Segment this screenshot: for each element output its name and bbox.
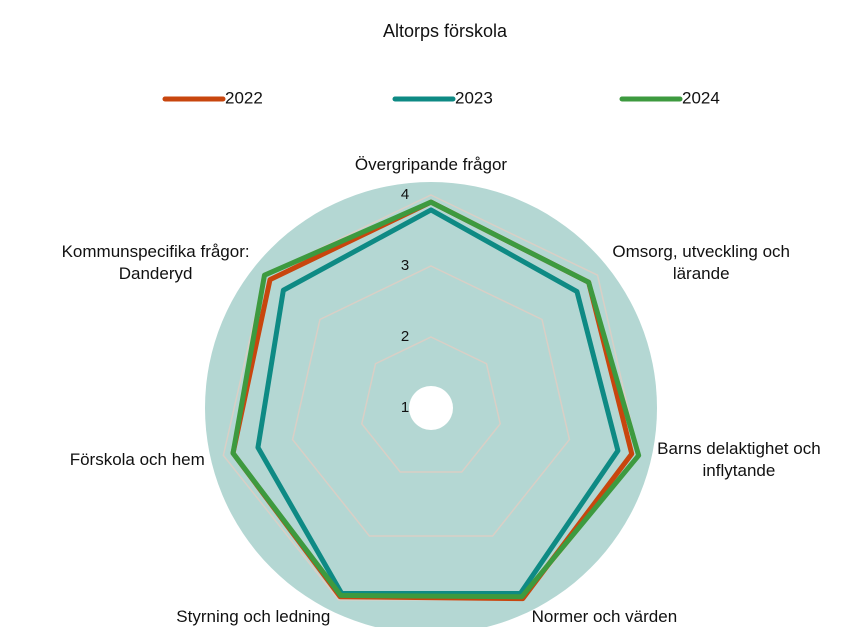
axis-label: Normer och värden xyxy=(531,607,678,627)
series-line xyxy=(230,199,642,600)
legend-label: 2022 xyxy=(225,88,263,107)
grid-line xyxy=(291,265,571,537)
axis-label: Kommunspecifika frågor: Danderyd xyxy=(61,242,250,284)
grid-line xyxy=(360,336,502,473)
axis-label: Omsorg, utveckling och lärande xyxy=(612,242,791,284)
chart-title: Altorps förskola xyxy=(383,21,508,41)
axis-label: Övergripande frågor xyxy=(354,155,508,174)
r-tick-label: 3 xyxy=(401,257,409,274)
legend-label: 2023 xyxy=(455,88,493,107)
r-tick-label: 2 xyxy=(401,328,409,345)
r-tick-label: 1 xyxy=(401,399,409,416)
r-tick-label: 4 xyxy=(401,186,409,203)
axis-label: Barns delaktighet och inflytande xyxy=(657,438,821,480)
axis-label: Förskola och hem xyxy=(69,449,205,469)
center-hole xyxy=(409,386,453,430)
axis-label: Styrning och ledning xyxy=(176,607,331,627)
legend-label: 2024 xyxy=(682,88,720,107)
series-line xyxy=(255,207,621,597)
